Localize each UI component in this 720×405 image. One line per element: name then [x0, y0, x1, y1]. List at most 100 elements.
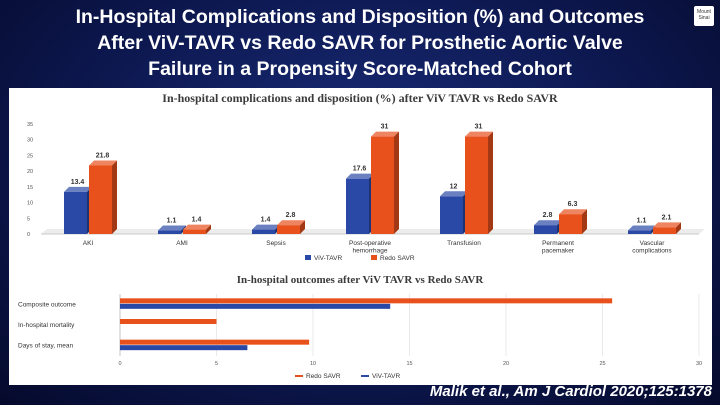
outcomes-bar-redo-savr	[120, 339, 310, 345]
complications-label-redo-savr: 6.3	[568, 201, 578, 208]
complications-bar-viv-tavr	[158, 230, 181, 234]
outcomes-x-tick: 15	[406, 361, 412, 367]
outcomes-bar-viv-tavr	[120, 303, 391, 309]
complications-category-label: complications	[632, 248, 672, 255]
complications-bar-viv-tavr-top	[440, 191, 468, 197]
outcomes-bar-redo-savr	[120, 319, 217, 324]
outcomes-chart: In-hospital outcomes after ViV TAVR vs R…	[18, 274, 702, 380]
complications-bar-viv-tavr	[628, 230, 651, 234]
complications-category-label: Post-operative	[349, 240, 391, 247]
outcomes-x-tick: 10	[310, 361, 316, 367]
complications-label-redo-savr: 31	[475, 124, 483, 131]
complications-label-viv-tavr: 1.1	[167, 218, 177, 225]
complications-chart-title: In-hospital complications and dispositio…	[162, 91, 558, 105]
complications-y-tick: 35	[27, 122, 33, 128]
logo-text: Mount Sinai	[697, 9, 711, 21]
complications-y-tick: 30	[27, 138, 33, 144]
complications-category-label: Vascular	[640, 240, 666, 247]
complications-label-redo-savr: 2.8	[286, 212, 296, 219]
complications-bar-redo-savr	[277, 225, 300, 234]
complications-bar-viv-tavr-top	[534, 220, 562, 226]
complications-bar-viv-tavr-top	[346, 173, 374, 179]
complications-bar-redo-savr-top	[277, 220, 305, 226]
complications-bar-redo-savr-side	[112, 160, 117, 234]
outcomes-legend-swatch-viv-tavr	[361, 375, 369, 377]
complications-category-label: AKI	[83, 240, 94, 247]
complications-category-label: AMI	[176, 240, 188, 247]
complications-bar-redo-savr-top	[559, 209, 587, 215]
complications-bar-redo-savr-side	[300, 220, 305, 234]
outcomes-chart-title: In-hospital outcomes after ViV TAVR vs R…	[237, 274, 485, 286]
complications-bar-redo-savr	[183, 229, 206, 234]
complications-bar-viv-tavr	[534, 225, 557, 234]
complications-bar-viv-tavr-top	[628, 225, 656, 231]
complications-bar-redo-savr	[653, 227, 676, 234]
complications-bar-redo-savr-side	[206, 224, 211, 234]
complications-label-viv-tavr: 13.4	[71, 179, 85, 186]
complications-y-tick: 25	[27, 153, 33, 159]
complications-y-tick: 20	[27, 169, 33, 175]
complications-bar-viv-tavr	[440, 196, 463, 234]
outcomes-category-label: In-hospital mortality	[18, 322, 75, 329]
complications-bar-viv-tavr-top	[64, 186, 92, 192]
complications-bar-viv-tavr	[346, 178, 369, 234]
complications-bar-viv-tavr-top	[158, 225, 186, 231]
slide-title-line-2: After ViV-TAVR vs Redo SAVR for Prosthet…	[97, 32, 623, 54]
slide-title-line-3: Failure in a Propensity Score-Matched Co…	[148, 58, 572, 80]
complications-chart: In-hospital complications and dispositio…	[27, 91, 705, 262]
complications-category-label: Permanent	[542, 240, 574, 247]
complications-bar-redo-savr	[89, 165, 112, 234]
outcomes-x-tick: 0	[118, 361, 121, 367]
chart-panel: In-hospital complications and dispositio…	[9, 88, 712, 385]
complications-bar-viv-tavr-top	[252, 224, 280, 230]
outcomes-category-label: Composite outcome	[18, 301, 76, 308]
complications-bar-redo-savr-top	[653, 222, 681, 228]
citation: Malik et al., Am J Cardiol 2020;125:1378	[429, 383, 712, 400]
complications-label-redo-savr: 2.1	[662, 214, 672, 221]
outcomes-x-tick: 25	[599, 361, 605, 367]
complications-legend-redo-savr: Redo SAVR	[380, 255, 415, 262]
complications-bar-redo-savr-top	[371, 131, 399, 137]
outcomes-x-tick: 20	[503, 361, 509, 367]
outcomes-bar-viv-tavr	[120, 345, 248, 351]
outcomes-bar-redo-savr	[120, 298, 613, 304]
complications-y-tick: 15	[27, 185, 33, 191]
complications-label-redo-savr: 21.8	[96, 152, 110, 159]
complications-bar-viv-tavr	[64, 191, 87, 234]
outcomes-legend-viv-tavr: ViV-TAVR	[372, 373, 400, 380]
complications-category-label: Sepsis	[266, 240, 286, 247]
complications-category-label: pacemaker	[542, 248, 575, 255]
complications-label-viv-tavr: 1.4	[261, 217, 271, 224]
complications-label-redo-savr: 31	[381, 124, 389, 131]
complications-label-viv-tavr: 1.1	[637, 218, 647, 225]
outcomes-legend-swatch-redo-savr	[295, 375, 303, 377]
complications-y-tick: 0	[27, 232, 30, 238]
complications-bar-redo-savr-top	[183, 224, 211, 230]
complications-y-tick: 5	[27, 216, 30, 222]
outcomes-x-tick: 30	[696, 361, 702, 367]
complications-legend-viv-tavr: ViV-TAVR	[314, 255, 342, 262]
charts-svg: In-hospital complications and dispositio…	[18, 91, 705, 380]
complications-label-viv-tavr: 2.8	[543, 212, 553, 219]
complications-bar-redo-savr	[371, 136, 394, 234]
complications-legend-swatch-redo-savr	[371, 255, 377, 260]
outcomes-x-tick: 5	[215, 361, 218, 367]
outcomes-legend-redo-savr: Redo SAVR	[306, 373, 341, 380]
complications-bar-redo-savr-side	[676, 222, 681, 234]
complications-bar-redo-savr-top	[465, 131, 493, 137]
complications-bar-redo-savr	[465, 136, 488, 234]
outcomes-category-label: Days of stay, mean	[18, 343, 74, 350]
complications-category-label: hemorrhage	[352, 248, 387, 255]
complications-bar-redo-savr	[559, 214, 582, 234]
complications-bar-viv-tavr	[252, 229, 275, 234]
slide-title-line-1: In-Hospital Complications and Dispositio…	[75, 6, 645, 28]
complications-bar-redo-savr-side	[394, 131, 399, 234]
complications-category-label: Transfusion	[447, 240, 481, 247]
complications-bar-redo-savr-top	[89, 160, 117, 166]
complications-label-viv-tavr: 17.6	[353, 166, 367, 173]
complications-legend-swatch-viv-tavr	[305, 255, 311, 260]
institution-logo: Mount Sinai	[694, 6, 714, 26]
complications-y-tick: 10	[27, 201, 33, 207]
complications-bar-redo-savr-side	[488, 131, 493, 234]
complications-bar-redo-savr-side	[582, 209, 587, 234]
